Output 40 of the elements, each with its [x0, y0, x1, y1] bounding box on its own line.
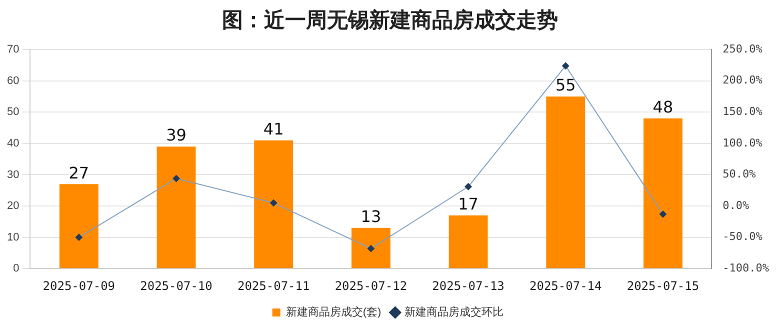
- y2-tick-label: -100.0%: [722, 261, 770, 274]
- y-tick-label: 20: [6, 200, 20, 212]
- x-tick-label: 2025-07-14: [530, 278, 602, 293]
- y-tick-label: 40: [6, 137, 20, 150]
- bar: [351, 228, 390, 268]
- data-label: 48: [652, 98, 674, 117]
- data-label: 39: [166, 126, 186, 145]
- legend-label: 新建商品房成交环比: [404, 306, 504, 319]
- x-tick-label: 2025-07-09: [42, 278, 116, 293]
- y-tick-label: 10: [6, 231, 20, 244]
- chart-title: 图：近一周无锡新建商品房成交走势: [221, 7, 559, 34]
- bar: [254, 140, 294, 268]
- data-label: 17: [458, 194, 478, 214]
- y-tick-label: 70: [6, 44, 20, 56]
- data-label: 55: [555, 76, 576, 95]
- bar: [156, 146, 196, 268]
- y2-tick-label: 50.0%: [722, 168, 756, 181]
- y-tick-label: 60: [6, 74, 20, 87]
- y-tick-label: 30: [6, 168, 20, 181]
- y-tick-label: 50: [6, 106, 20, 118]
- bar: [59, 184, 98, 268]
- data-label: 27: [68, 163, 90, 182]
- y2-tick-label: 100.0%: [722, 136, 763, 150]
- bar: [448, 215, 488, 268]
- x-tick-label: 2025-07-13: [432, 278, 504, 293]
- bar: [546, 96, 586, 268]
- data-label: 13: [360, 207, 382, 226]
- x-tick-label: 2025-07-11: [237, 278, 310, 293]
- y2-tick-label: 250.0%: [722, 42, 763, 56]
- data-label: 41: [263, 119, 284, 138]
- x-tick-label: 2025-07-12: [334, 278, 408, 293]
- x-tick-label: 2025-07-15: [626, 278, 700, 293]
- y2-tick-label: -50.0%: [722, 230, 763, 244]
- bar: [644, 118, 682, 268]
- y2-tick-label: 0.0%: [722, 198, 750, 212]
- y2-tick-label: 200.0%: [722, 74, 763, 87]
- y2-tick-label: 150.0%: [722, 105, 763, 118]
- x-tick-label: 2025-07-10: [140, 278, 212, 293]
- legend-label: 新建商品房成交(套): [286, 306, 382, 319]
- y-tick-label: 0: [13, 262, 20, 275]
